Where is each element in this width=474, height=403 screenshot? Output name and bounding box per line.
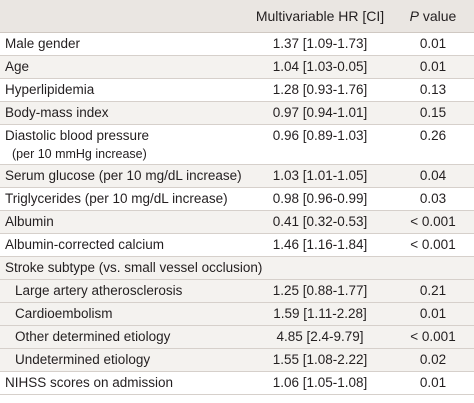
row-label: NIHSS scores on admission (5, 375, 174, 390)
row-hr: 1.25 [0.88-1.77] (272, 283, 368, 298)
row-label: Large artery atherosclerosis (15, 283, 183, 298)
row-hr: 1.37 [1.09-1.73] (272, 36, 368, 51)
row-label: Diastolic blood pressure (per 10 mmHg in… (5, 127, 149, 163)
row-label: Hyperlipidemia (5, 82, 95, 97)
row-label: Albumin (5, 214, 54, 229)
row-label: Triglycerides (per 10 mg/dL increase) (5, 191, 228, 206)
row-hr: 1.46 [1.16-1.84] (272, 237, 368, 252)
table-row-undetermined-etiology: Undetermined etiology 1.55 [1.08-2.22] 0… (0, 349, 474, 372)
row-label: Serum glucose (per 10 mg/dL increase) (5, 168, 242, 183)
table-row-triglycerides: Triglycerides (per 10 mg/dL increase) 0.… (0, 188, 474, 211)
row-p-value: 0.03 (419, 191, 447, 206)
header-p-rest: value (418, 8, 457, 24)
row-label: Body-mass index (5, 105, 109, 120)
row-p-value: 0.26 (419, 128, 447, 143)
row-p-value: 0.01 (419, 36, 447, 51)
row-p-value: 0.01 (419, 59, 447, 74)
row-p-value: 0.01 (419, 306, 447, 321)
row-label: Undetermined etiology (15, 352, 151, 367)
row-p-value: < 0.001 (410, 214, 456, 229)
header-multivariable-hr: Multivariable HR [CI] (255, 8, 385, 24)
row-p-value: 0.04 (419, 168, 447, 183)
row-p-value: < 0.001 (410, 237, 456, 252)
table-row-stroke-subtype: Stroke subtype (vs. small vessel occlusi… (0, 257, 474, 280)
header-p-value: P value (392, 0, 474, 32)
table-row-body-mass-index: Body-mass index 0.97 [0.94-1.01] 0.15 (0, 102, 474, 125)
row-p-value: 0.21 (419, 283, 447, 298)
row-p-value: 0.01 (419, 375, 447, 390)
row-label: Albumin-corrected calcium (5, 237, 165, 252)
row-p-value: 0.13 (419, 82, 447, 97)
row-hr: 1.06 [1.05-1.08] (272, 375, 368, 390)
row-hr: 0.97 [0.94-1.01] (272, 105, 368, 120)
table-header: Multivariable HR [CI] P value (0, 0, 474, 33)
row-label: Stroke subtype (vs. small vessel occlusi… (5, 260, 263, 275)
row-hr: 1.59 [1.11-2.28] (273, 306, 367, 321)
row-label: Age (5, 59, 30, 74)
row-hr: 1.04 [1.03-0.05] (272, 59, 368, 74)
row-hr: 0.98 [0.96-0.99] (272, 191, 368, 206)
row-label-main: Diastolic blood pressure (5, 128, 150, 143)
row-p-value: < 0.001 (410, 329, 456, 344)
row-hr: 4.85 [2.4-9.79] (276, 329, 364, 344)
table-row-cardioembolism: Cardioembolism 1.59 [1.11-2.28] 0.01 (0, 303, 474, 326)
table-row-male-gender: Male gender 1.37 [1.09-1.73] 0.01 (0, 33, 474, 56)
table-row-age: Age 1.04 [1.03-0.05] 0.01 (0, 56, 474, 79)
table-row-albumin-corrected-calcium: Albumin-corrected calcium 1.46 [1.16-1.8… (0, 234, 474, 257)
row-p-value: 0.15 (419, 105, 447, 120)
table-row-diastolic-bp: Diastolic blood pressure (per 10 mmHg in… (0, 125, 474, 165)
table-row-large-artery: Large artery atherosclerosis 1.25 [0.88-… (0, 280, 474, 303)
row-hr: 0.96 [0.89-1.03] (272, 128, 368, 143)
row-label-sub: (per 10 mmHg increase) (12, 147, 147, 161)
row-hr: 1.55 [1.08-2.22] (272, 352, 368, 367)
row-hr: 1.03 [1.01-1.05] (272, 168, 368, 183)
table-row-hyperlipidemia: Hyperlipidemia 1.28 [0.93-1.76] 0.13 (0, 79, 474, 102)
row-label: Male gender (5, 36, 81, 51)
row-hr: 0.41 [0.32-0.53] (272, 214, 368, 229)
table-body: Male gender 1.37 [1.09-1.73] 0.01 Age 1.… (0, 33, 474, 395)
row-p-value: 0.02 (419, 352, 447, 367)
row-label: Cardioembolism (15, 306, 113, 321)
row-hr: 1.28 [0.93-1.76] (272, 82, 368, 97)
table-row-other-etiology: Other determined etiology 4.85 [2.4-9.79… (0, 326, 474, 349)
header-p-italic: P (409, 8, 419, 24)
table-row-albumin: Albumin 0.41 [0.32-0.53] < 0.001 (0, 211, 474, 234)
table-row-serum-glucose: Serum glucose (per 10 mg/dL increase) 1.… (0, 165, 474, 188)
table-row-nihss: NIHSS scores on admission 1.06 [1.05-1.0… (0, 372, 474, 395)
row-label: Other determined etiology (15, 329, 171, 344)
